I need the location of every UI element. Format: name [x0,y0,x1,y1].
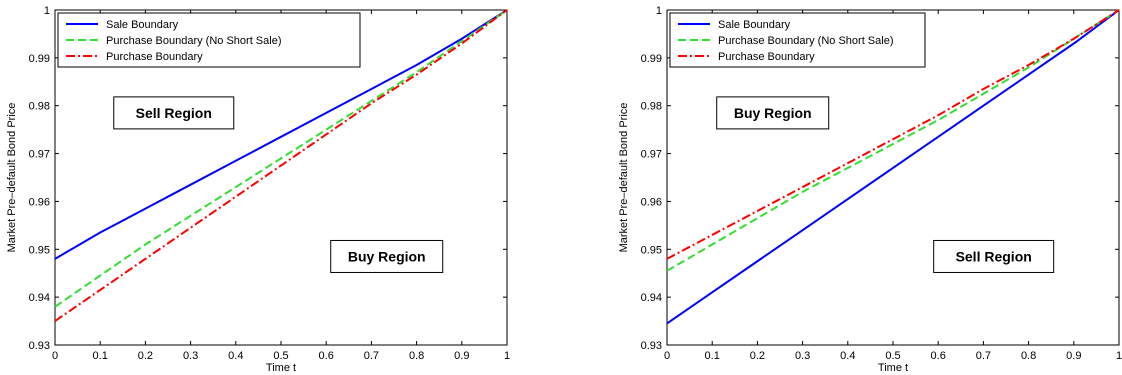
region-label: Buy Region [348,248,426,264]
legend-entry: Purchase Boundary [718,51,815,63]
x-tick-label: 0.3 [795,350,810,362]
series-line-purchase-boundary [54,9,508,322]
region-label-box [330,239,444,273]
legend-entry: Purchase Boundary (No Short Sale) [106,35,281,47]
legend-box [669,12,926,68]
region-label-box [716,96,830,130]
region-label-box [113,96,235,130]
y-tick-label: 0.96 [29,196,50,208]
x-tick-label: 0.3 [183,350,198,362]
legend: Sale Boundary Purchase Boundary (No Short… [669,12,926,68]
y-tick-label: 0.98 [641,101,662,113]
y-tick-label: 0.95 [29,244,50,256]
series-line-sale-boundary [54,9,508,260]
x-tick-label: 0.4 [840,350,855,362]
y-axis-label: Market Pre–default Bond Price [6,103,18,253]
region-label-box [933,239,1055,273]
y-tick-label: 0.97 [29,149,50,161]
series-line-purchase-boundary-no-short-sale [666,9,1120,272]
region-label: Buy Region [734,105,812,121]
x-tick-label: 1 [1116,350,1122,362]
x-tick-label: 0.2 [138,350,153,362]
y-tick-label: 0.98 [29,101,50,113]
x-tick-label: 0.6 [931,350,946,362]
x-tick-label: 0.5 [273,350,288,362]
x-tick-label: 0 [52,350,58,362]
series-line-sale-boundary [666,9,1120,325]
y-axis-label: Market Pre–default Bond Price [618,103,630,253]
x-tick-label: 0.6 [319,350,334,362]
series-line-purchase-boundary [666,9,1120,260]
y-tick-label: 0.93 [641,340,662,352]
y-tick-label: 0.99 [29,53,50,65]
legend: Sale Boundary Purchase Boundary (No Short… [57,12,361,68]
legend-entry: Sale Boundary [106,19,179,31]
x-tick-label: 1 [504,350,510,362]
x-axis-label: Time t [878,362,908,374]
y-tick-label: 0.96 [641,196,662,208]
region-label: Sell Region [136,105,212,121]
x-tick-label: 0.4 [228,350,243,362]
x-tick-label: 0.1 [705,350,720,362]
x-tick-label: 0.9 [1066,350,1081,362]
x-tick-label: 0.7 [976,350,991,362]
y-tick-label: 0.94 [29,292,50,304]
x-tick-label: 0.5 [885,350,900,362]
y-tick-label: 0.95 [641,244,662,256]
legend-entry: Purchase Boundary (No Short Sale) [718,35,893,47]
x-tick-label: 0.8 [1021,350,1036,362]
x-axis-label: Time t [266,362,296,374]
y-tick-label: 0.94 [641,292,662,304]
x-tick-label: 0.9 [454,350,469,362]
series-line-purchase-boundary-no-short-sale [54,9,508,308]
x-tick-label: 0 [664,350,670,362]
region-label: Sell Region [956,248,1032,264]
x-tick-label: 0.2 [750,350,765,362]
y-tick-label: 0.93 [29,340,50,352]
legend-entry: Sale Boundary [718,19,791,31]
y-tick-label: 1 [656,5,662,17]
y-tick-label: 1 [44,5,50,17]
legend-entry: Purchase Boundary [106,51,203,63]
legend-box [57,12,361,68]
x-tick-label: 0.1 [93,350,108,362]
x-tick-label: 0.8 [409,350,424,362]
chart-panel-1: 0 0.1 0.2 0.3 0.4 0.5 0.6 0.7 0.8 0.9 1 0.93 0.94 0.9… [6,5,510,374]
y-tick-label: 0.99 [641,53,662,65]
chart-panel-2: 0 0.1 0.2 0.3 0.4 0.5 0.6 0.7 0.8 0.9 1 0.93 0.94 0.9… [618,5,1122,374]
y-tick-label: 0.97 [641,149,662,161]
x-tick-label: 0.7 [364,350,379,362]
